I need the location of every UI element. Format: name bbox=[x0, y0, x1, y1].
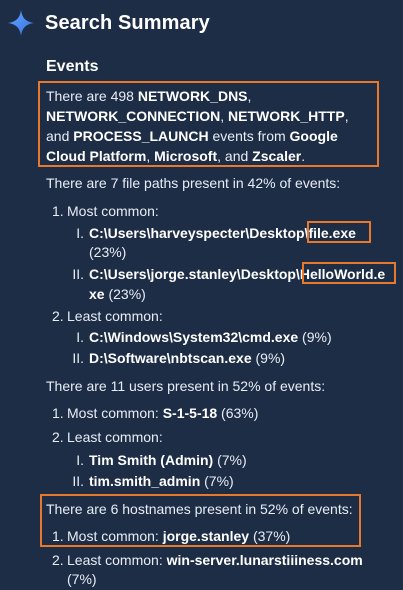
event-type-network-connection: NETWORK_CONNECTION bbox=[46, 108, 221, 124]
event-type-network-http: NETWORK_HTTP bbox=[228, 108, 345, 124]
user-least-2: tim.smith_admin (7%) bbox=[89, 473, 234, 489]
event-type-network-dns: NETWORK_DNS bbox=[137, 88, 248, 104]
highlight-box-intro bbox=[38, 81, 379, 167]
hosts-least: Least common: win-server.lunarstiiiness.… bbox=[67, 552, 363, 568]
summary-header: Search Summary bbox=[6, 8, 210, 38]
users-most: Most common: S-1-5-18 (63%) bbox=[67, 405, 259, 421]
source-zscaler: Zscaler bbox=[252, 148, 302, 164]
events-section-title: Events bbox=[46, 58, 99, 75]
host-value: jorge.stanley bbox=[162, 528, 250, 544]
files-least-label: Least common: bbox=[67, 308, 163, 324]
list-number: 1. bbox=[52, 203, 64, 219]
sparkle-icon bbox=[8, 10, 34, 36]
host-value: win-server.lunarstiiiness.com bbox=[166, 552, 363, 568]
highlight-box-file-exe bbox=[307, 221, 371, 243]
files-most-label: Most common: bbox=[67, 203, 159, 219]
highlight-box-hosts bbox=[40, 494, 361, 547]
list-number: 2. bbox=[52, 429, 64, 445]
list-roman: II. bbox=[72, 266, 84, 282]
file-name: HelloWorld.e bbox=[299, 266, 386, 282]
hosts-summary: There are 6 hostnames present in 52% of … bbox=[46, 501, 353, 517]
file-name: file.exe bbox=[308, 225, 356, 241]
list-roman: I. bbox=[76, 225, 84, 241]
highlight-box-helloworld bbox=[302, 262, 396, 284]
file-path-most-2: C:\Users\jorge.stanley\Desktop\HelloWorl… bbox=[89, 266, 386, 282]
user-value: S-1-5-18 bbox=[162, 405, 218, 421]
list-roman: II. bbox=[72, 473, 84, 489]
page-title: Search Summary bbox=[45, 12, 210, 34]
file-path-least-2: D:\Software\nbtscan.exe (9%) bbox=[89, 350, 286, 366]
source-google-cloud: Google Cloud Platform bbox=[46, 128, 338, 164]
host-pct: (7%) bbox=[67, 571, 97, 587]
source-microsoft: Microsoft bbox=[154, 148, 218, 164]
hosts-most: Most common: jorge.stanley (37%) bbox=[67, 528, 291, 544]
users-summary: There are 11 users present in 52% of eve… bbox=[46, 378, 326, 394]
list-number: 2. bbox=[52, 308, 64, 324]
events-intro: There are 498 NETWORK_DNS, NETWORK_CONNE… bbox=[46, 88, 349, 164]
users-least-label: Least common: bbox=[67, 429, 163, 445]
list-roman: II. bbox=[72, 350, 84, 366]
list-roman: I. bbox=[76, 329, 84, 345]
list-number: 2. bbox=[52, 552, 64, 568]
list-number: 1. bbox=[52, 405, 64, 421]
file-pct: (23%) bbox=[104, 286, 146, 302]
list-number: 1. bbox=[52, 528, 64, 544]
file-name-continued: xe bbox=[89, 286, 105, 302]
list-roman: I. bbox=[76, 452, 84, 468]
event-type-process-launch: PROCESS_LAUNCH bbox=[73, 128, 209, 144]
file-pct: (23%) bbox=[89, 244, 127, 260]
user-least-1: Tim Smith (Admin) (7%) bbox=[89, 452, 247, 468]
file-path-least-1: C:\Windows\System32\cmd.exe (9%) bbox=[89, 329, 332, 345]
file-path-most-1: C:\Users\harveyspecter\Desktop\file.exe bbox=[89, 225, 356, 241]
files-summary: There are 7 file paths present in 42% of… bbox=[46, 175, 341, 191]
